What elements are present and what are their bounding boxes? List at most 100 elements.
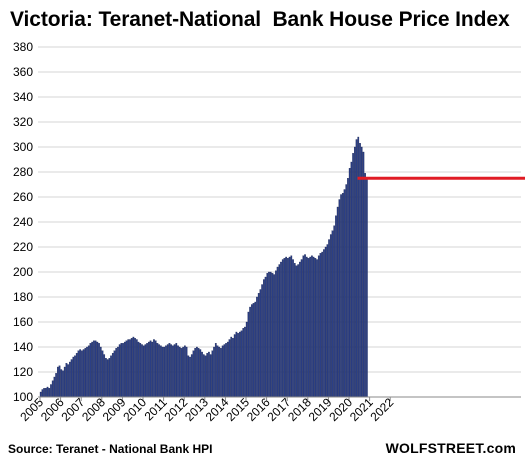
bar: [216, 345, 219, 398]
bar: [312, 256, 315, 398]
bar: [335, 215, 337, 398]
bar: [77, 350, 80, 398]
bar: [220, 348, 222, 398]
bar: [345, 184, 348, 398]
bar: [297, 264, 300, 398]
bar: [275, 270, 277, 398]
bar: [194, 348, 197, 398]
y-tick-label: 300: [13, 140, 33, 154]
credit-label: WOLFSTREET.com: [385, 440, 516, 456]
bar: [283, 258, 286, 398]
bar: [48, 388, 51, 398]
bar: [153, 339, 155, 398]
bar: [96, 341, 99, 398]
y-tick-label: 200: [13, 265, 33, 279]
bar: [204, 355, 207, 398]
source-note: Source: Teranet - National Bank HPI: [8, 442, 213, 456]
bar: [103, 354, 106, 398]
bar: [125, 340, 128, 398]
bar: [233, 334, 236, 398]
bar: [62, 370, 64, 398]
bar: [173, 344, 176, 398]
bar: [247, 311, 250, 398]
bar: [50, 384, 52, 398]
bar: [226, 341, 229, 398]
y-tick-label: 320: [13, 115, 33, 129]
bar: [285, 256, 288, 398]
bar: [302, 255, 305, 398]
bar: [65, 363, 68, 398]
bar: [122, 343, 124, 398]
bar: [82, 349, 85, 398]
x-tick-label: 2022: [368, 395, 397, 424]
bar: [196, 346, 198, 398]
bar: [137, 341, 140, 398]
y-tick-label: 100: [13, 390, 33, 404]
y-tick-label: 240: [13, 215, 33, 229]
bar: [329, 234, 332, 398]
bar: [185, 346, 188, 398]
bar: [166, 344, 169, 398]
bar: [317, 255, 320, 398]
bar: [259, 289, 262, 398]
bar: [223, 344, 226, 398]
bar: [177, 345, 179, 398]
bar: [86, 346, 88, 398]
bar: [141, 344, 143, 398]
bar: [331, 230, 334, 398]
bar: [117, 346, 119, 398]
bar: [201, 351, 203, 398]
bar: [132, 336, 135, 398]
bar: [74, 355, 76, 398]
bar: [314, 258, 317, 398]
bar: [366, 178, 368, 398]
bar: [269, 271, 272, 398]
bar: [208, 351, 210, 398]
bar: [94, 340, 97, 398]
bar: [127, 339, 130, 398]
bar: [290, 255, 293, 398]
bar: [158, 344, 160, 398]
bar: [55, 373, 57, 398]
bar: [232, 338, 234, 398]
bar: [170, 344, 172, 398]
bar: [280, 261, 282, 398]
bar: [214, 343, 217, 398]
bar: [87, 345, 90, 398]
bar: [91, 341, 94, 398]
bar: [45, 388, 47, 398]
bar: [197, 348, 200, 398]
bar: [244, 326, 246, 398]
bar: [273, 274, 275, 398]
bar: [129, 339, 131, 398]
bar: [362, 151, 365, 398]
bar: [250, 304, 253, 398]
bar: [326, 244, 329, 398]
bar: [304, 254, 306, 398]
bar: [108, 358, 111, 398]
bar: [161, 346, 164, 398]
bar: [190, 354, 193, 398]
bar: [75, 353, 78, 398]
bar: [360, 146, 363, 398]
bar: [300, 259, 303, 398]
bar: [338, 199, 341, 398]
bar: [295, 265, 298, 398]
bar: [249, 306, 251, 398]
bar: [81, 350, 83, 398]
bar: [135, 339, 138, 398]
bar: [288, 256, 291, 398]
bar: [328, 239, 330, 398]
bar: [151, 341, 154, 398]
bar: [307, 258, 310, 398]
bar: [333, 225, 336, 398]
bar: [130, 338, 133, 398]
bar: [184, 345, 186, 398]
bar: [134, 338, 136, 398]
bar: [352, 153, 354, 398]
bar: [323, 249, 325, 398]
bar: [172, 345, 174, 398]
bar: [343, 189, 346, 398]
bar: [156, 343, 159, 398]
